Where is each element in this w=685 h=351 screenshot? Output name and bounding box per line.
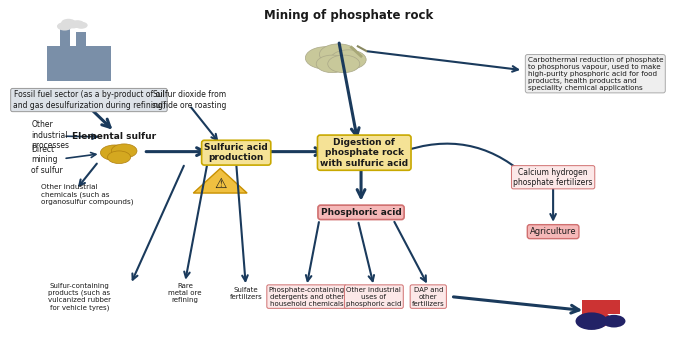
Bar [47, 46, 112, 81]
Text: DAP and
other
fertilizers: DAP and other fertilizers [412, 287, 445, 306]
Circle shape [71, 20, 84, 27]
Text: Mining of phosphate rock: Mining of phosphate rock [264, 9, 433, 22]
Circle shape [330, 50, 366, 69]
Text: Rare
metal ore
refining: Rare metal ore refining [169, 283, 202, 303]
Text: Carbothermal reduction of phosphate
to phosphorus vapour, used to make
high-puri: Carbothermal reduction of phosphate to p… [527, 57, 663, 91]
Circle shape [579, 311, 611, 328]
Circle shape [108, 151, 131, 164]
Circle shape [75, 22, 88, 29]
Text: Fossil fuel sector (as a by-product of oil
and gas desulfurization during refini: Fossil fuel sector (as a by-product of o… [12, 90, 165, 110]
Circle shape [575, 312, 608, 330]
Circle shape [316, 55, 348, 73]
Circle shape [66, 21, 80, 28]
Text: Agriculture: Agriculture [530, 227, 576, 236]
Circle shape [319, 44, 358, 65]
Text: Phosphate-containing
detergents and other
household chemicals: Phosphate-containing detergents and othe… [269, 287, 345, 306]
Bar [60, 28, 70, 49]
Text: Calcium hydrogen
phosphate fertilizers: Calcium hydrogen phosphate fertilizers [513, 167, 593, 187]
Circle shape [602, 315, 625, 327]
Text: Digestion of
phosphate rock
with sulfuric acid: Digestion of phosphate rock with sulfuri… [320, 138, 408, 167]
Text: Other industrial
uses of
phosphoric acid: Other industrial uses of phosphoric acid [346, 287, 401, 306]
Bar [76, 32, 86, 49]
Text: Other
industrial
processes: Other industrial processes [32, 120, 69, 150]
Circle shape [112, 144, 137, 158]
Circle shape [101, 145, 129, 160]
Text: Elemental sulfur: Elemental sulfur [73, 132, 157, 141]
Text: Sulfuric acid
production: Sulfuric acid production [204, 143, 268, 163]
Text: Phosphoric acid: Phosphoric acid [321, 208, 401, 217]
Text: Direct
mining
of sulfur: Direct mining of sulfur [32, 145, 63, 174]
Circle shape [61, 19, 76, 27]
Text: Other industrial
chemicals (such as
organosulfur compounds): Other industrial chemicals (such as orga… [41, 184, 134, 205]
Text: Sulfur dioxide from
sulfide ore roasting: Sulfur dioxide from sulfide ore roasting [152, 90, 227, 110]
Circle shape [57, 22, 73, 31]
Circle shape [327, 55, 360, 73]
Text: Sulfur-containing
products (such as
vulcanized rubber
for vehicle tyres): Sulfur-containing products (such as vulc… [48, 283, 111, 311]
Text: ⚠: ⚠ [214, 177, 227, 191]
Text: Sulfate
fertilizers: Sulfate fertilizers [229, 286, 262, 300]
Circle shape [306, 47, 347, 69]
Bar [582, 300, 621, 314]
Polygon shape [193, 168, 247, 193]
